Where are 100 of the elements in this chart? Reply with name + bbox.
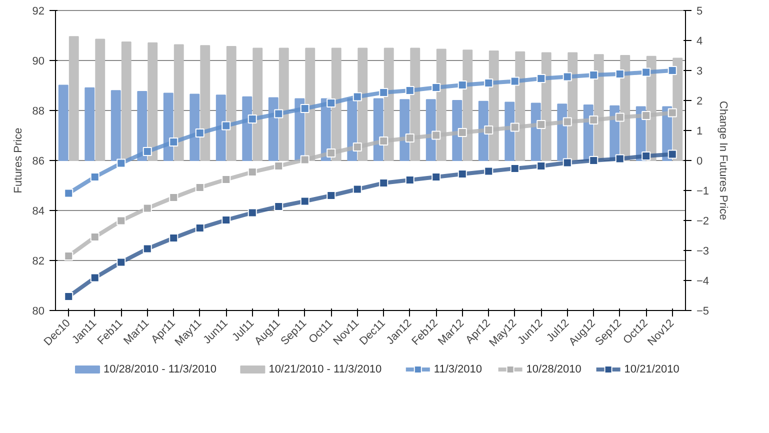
point <box>432 172 441 182</box>
bar <box>148 42 158 161</box>
point <box>142 147 152 156</box>
point <box>326 191 336 200</box>
bar <box>95 38 106 161</box>
point <box>352 92 362 102</box>
y-tick-label: 84 <box>32 206 45 218</box>
point <box>379 178 388 188</box>
y2-tick-label: −5 <box>696 306 710 318</box>
point <box>142 244 152 254</box>
bar <box>110 90 121 161</box>
legend-label: 10/28/2010 <box>526 364 582 376</box>
point <box>458 80 467 90</box>
point <box>642 111 651 120</box>
bar <box>278 48 289 161</box>
point <box>668 66 677 75</box>
point <box>195 224 204 232</box>
bar <box>252 48 263 161</box>
point <box>300 155 310 164</box>
point <box>458 170 467 178</box>
point <box>432 130 441 140</box>
point <box>116 258 126 267</box>
point <box>510 76 520 86</box>
legend-label: 10/28/2010 - 11/3/2010 <box>104 364 216 376</box>
legend-label: 11/3/2010 <box>434 364 482 376</box>
point <box>274 109 284 118</box>
point <box>562 158 572 168</box>
point <box>195 183 204 192</box>
point <box>510 122 520 132</box>
bar <box>84 87 95 161</box>
bar <box>190 94 200 161</box>
point <box>379 136 388 146</box>
y2-tick-label: 3 <box>696 66 703 78</box>
bar <box>68 36 79 161</box>
point <box>510 164 520 173</box>
y2-axis-title: Change In Futures Price <box>717 100 730 220</box>
y-tick-label: 92 <box>32 6 45 18</box>
point <box>169 193 178 202</box>
point <box>326 98 336 108</box>
y-tick-label: 90 <box>32 56 45 68</box>
point <box>589 156 598 165</box>
point <box>405 176 414 184</box>
legend-label: 10/21/2010 <box>624 364 680 376</box>
bar <box>226 46 236 161</box>
bar <box>462 50 473 161</box>
point <box>222 216 231 224</box>
point <box>352 184 362 194</box>
bar <box>200 45 210 161</box>
point <box>642 68 651 77</box>
point <box>536 162 546 170</box>
point <box>248 168 257 176</box>
point <box>222 175 231 184</box>
bar <box>121 42 132 161</box>
legend-label: 10/21/2010 - 11/3/2010 <box>268 364 382 376</box>
point <box>458 128 467 137</box>
point <box>64 292 74 301</box>
point <box>536 74 546 83</box>
point <box>169 234 178 242</box>
point <box>484 166 494 176</box>
y-tick-label: 86 <box>32 156 45 168</box>
point <box>222 121 231 130</box>
point <box>405 86 414 95</box>
y2-tick-label: 2 <box>696 96 703 108</box>
point <box>64 252 74 260</box>
bar <box>436 48 446 161</box>
point <box>562 72 572 82</box>
bar <box>488 50 499 161</box>
bar <box>242 96 252 161</box>
point <box>668 108 677 118</box>
point <box>352 142 362 152</box>
point <box>615 70 624 78</box>
point <box>562 117 572 126</box>
y2-tick-label: −3 <box>696 246 710 258</box>
y-axis-title: Futures Price <box>12 128 24 194</box>
point <box>484 78 494 88</box>
point <box>248 114 257 124</box>
point <box>90 273 100 282</box>
bar <box>216 94 226 161</box>
point <box>169 138 178 146</box>
y-tick-label: 82 <box>32 256 45 268</box>
point <box>536 120 546 129</box>
point <box>116 216 126 226</box>
point <box>326 148 336 158</box>
point <box>589 70 598 80</box>
point <box>90 172 100 182</box>
point <box>90 232 100 242</box>
y-tick-label: 88 <box>32 106 45 118</box>
y2-tick-label: −1 <box>696 186 710 198</box>
point <box>274 162 284 170</box>
point <box>300 196 310 206</box>
point <box>615 154 624 164</box>
point <box>300 104 310 113</box>
point <box>379 88 388 97</box>
point <box>142 204 152 213</box>
point <box>405 134 414 142</box>
point <box>432 83 441 92</box>
point <box>116 158 126 168</box>
bar <box>426 99 436 161</box>
y2-tick-label: 0 <box>696 156 703 168</box>
bar <box>452 100 462 161</box>
